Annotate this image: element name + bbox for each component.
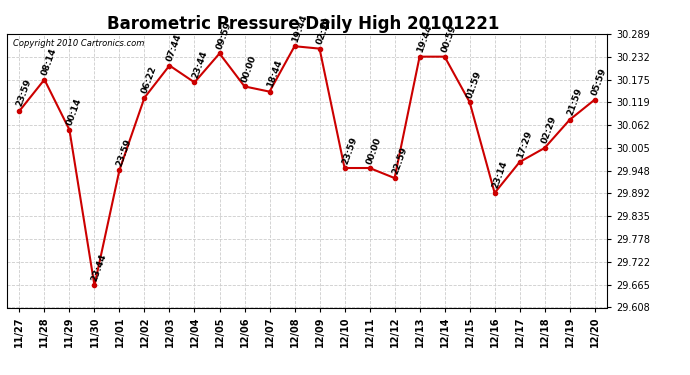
Text: 23:44: 23:44 [190,50,208,80]
Text: 00:00: 00:00 [240,54,258,84]
Text: 08:14: 08:14 [40,47,59,77]
Text: 23:59: 23:59 [15,78,33,108]
Text: 19:44: 19:44 [415,24,434,54]
Text: 00:14: 00:14 [65,97,83,127]
Text: 02:29: 02:29 [540,115,559,145]
Text: 01:59: 01:59 [465,69,484,99]
Text: 23:59: 23:59 [115,137,133,167]
Text: 07:44: 07:44 [165,33,184,63]
Text: 21:59: 21:59 [565,87,584,117]
Text: 18:44: 18:44 [265,58,284,89]
Text: 06:22: 06:22 [140,65,159,95]
Text: 00:00: 00:00 [365,136,384,165]
Text: 23:44: 23:44 [90,252,108,283]
Text: 23:14: 23:14 [491,160,509,190]
Text: 02:29: 02:29 [315,16,333,46]
Text: 00:59: 00:59 [440,24,459,54]
Text: Copyright 2010 Cartronics.com: Copyright 2010 Cartronics.com [13,39,144,48]
Text: 22:59: 22:59 [391,145,408,175]
Text: 17:29: 17:29 [515,129,533,159]
Text: 19:44: 19:44 [290,13,308,44]
Text: 23:59: 23:59 [340,135,359,165]
Text: 09:59: 09:59 [215,21,233,51]
Text: 05:59: 05:59 [591,67,609,97]
Text: Barometric Pressure Daily High 20101221: Barometric Pressure Daily High 20101221 [108,15,500,33]
